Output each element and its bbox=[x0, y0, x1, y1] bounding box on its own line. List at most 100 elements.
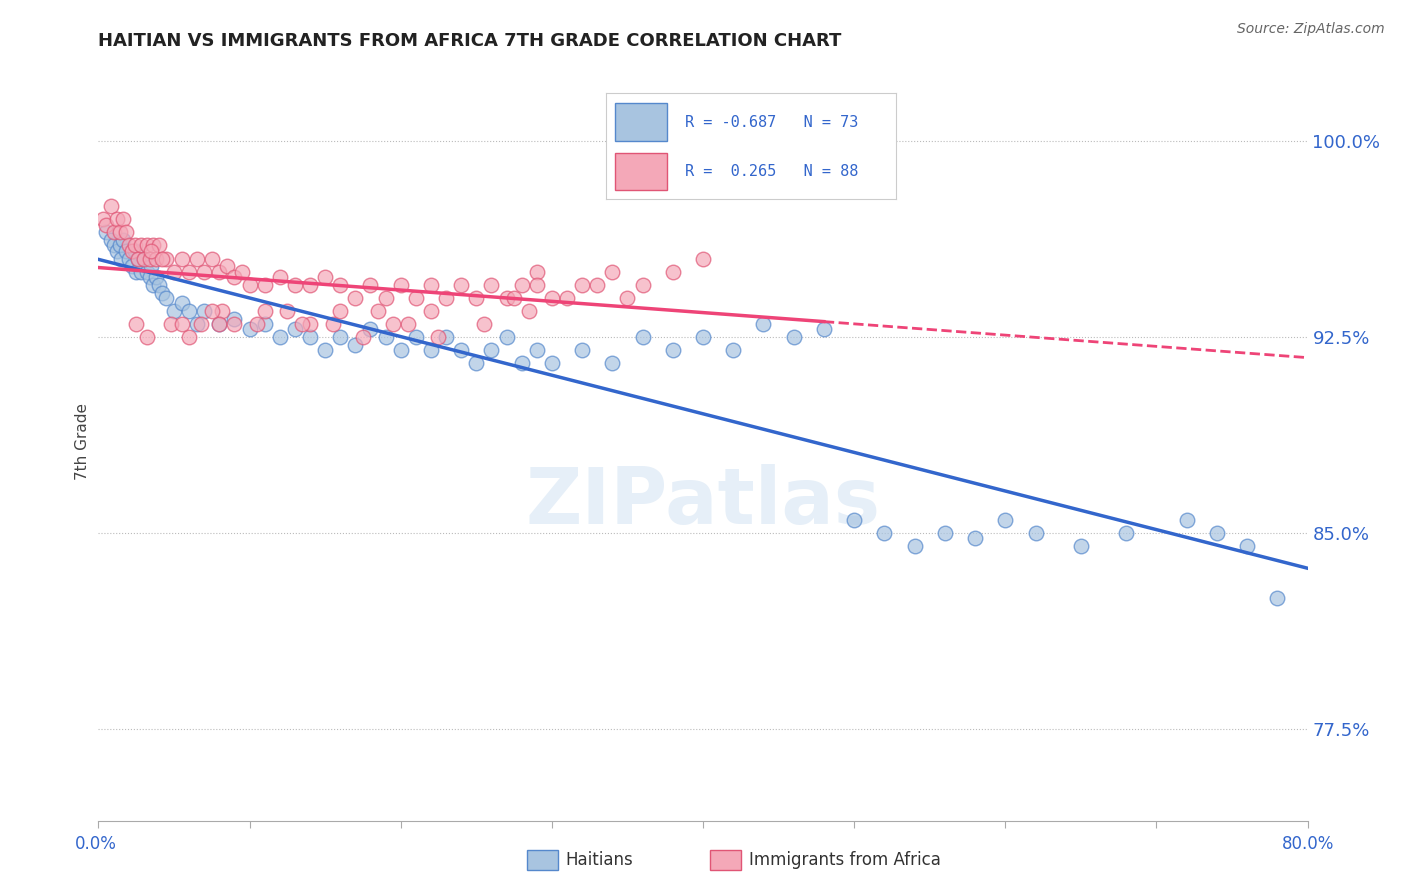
Point bbox=[253, 303, 276, 318]
Point bbox=[571, 277, 593, 292]
Point bbox=[100, 199, 122, 213]
Point bbox=[211, 303, 233, 318]
Point bbox=[253, 277, 276, 292]
Point bbox=[1115, 526, 1137, 541]
Point bbox=[215, 260, 238, 274]
Point bbox=[148, 238, 170, 252]
Point bbox=[396, 317, 419, 331]
Text: ZIPatlas: ZIPatlas bbox=[526, 464, 880, 541]
Point bbox=[314, 343, 336, 357]
Point bbox=[873, 526, 896, 541]
Point bbox=[427, 330, 450, 344]
Point bbox=[692, 252, 714, 266]
Y-axis label: 7th Grade: 7th Grade bbox=[75, 403, 90, 480]
Point bbox=[420, 277, 443, 292]
Point bbox=[405, 291, 427, 305]
Point bbox=[110, 252, 132, 266]
Point bbox=[253, 317, 276, 331]
Point bbox=[132, 252, 155, 266]
Point bbox=[434, 291, 457, 305]
Point bbox=[141, 260, 163, 274]
Point bbox=[510, 277, 533, 292]
Point bbox=[111, 212, 134, 227]
Point bbox=[495, 330, 517, 344]
Point bbox=[170, 317, 193, 331]
Point bbox=[103, 238, 125, 252]
Point bbox=[374, 291, 396, 305]
Point bbox=[631, 277, 654, 292]
Point bbox=[127, 252, 149, 266]
Point bbox=[139, 252, 162, 266]
Point bbox=[329, 303, 352, 318]
Point bbox=[299, 277, 322, 292]
Point bbox=[139, 269, 162, 284]
Point bbox=[193, 264, 215, 278]
Point bbox=[450, 343, 472, 357]
Point bbox=[1024, 526, 1046, 541]
Point bbox=[813, 322, 835, 336]
Point bbox=[114, 244, 136, 258]
Point bbox=[224, 269, 246, 284]
Point bbox=[783, 330, 806, 344]
Point bbox=[299, 317, 322, 331]
Point bbox=[170, 252, 193, 266]
Point bbox=[208, 264, 231, 278]
Point bbox=[510, 356, 533, 370]
Point bbox=[124, 244, 146, 258]
Point bbox=[374, 330, 396, 344]
Point bbox=[163, 264, 186, 278]
Point bbox=[121, 244, 143, 258]
Point bbox=[360, 322, 382, 336]
Point bbox=[434, 330, 457, 344]
Point bbox=[934, 526, 956, 541]
Point bbox=[135, 238, 157, 252]
Point bbox=[450, 277, 472, 292]
Point bbox=[121, 260, 143, 274]
Point bbox=[299, 330, 322, 344]
Point bbox=[352, 330, 374, 344]
Point bbox=[465, 291, 488, 305]
Point bbox=[420, 303, 443, 318]
Point bbox=[127, 252, 149, 266]
Point bbox=[1267, 591, 1289, 606]
Text: 80.0%: 80.0% bbox=[1281, 835, 1334, 853]
Point bbox=[367, 303, 389, 318]
Point bbox=[100, 233, 122, 247]
Point bbox=[420, 343, 443, 357]
Point bbox=[111, 233, 134, 247]
Point bbox=[125, 264, 148, 278]
Point bbox=[132, 252, 155, 266]
Text: Immigrants from Africa: Immigrants from Africa bbox=[749, 851, 941, 869]
Point bbox=[269, 330, 291, 344]
Point bbox=[692, 330, 714, 344]
Point bbox=[186, 317, 208, 331]
Point bbox=[94, 226, 117, 240]
Point bbox=[170, 296, 193, 310]
Point bbox=[129, 264, 152, 278]
Point bbox=[540, 291, 562, 305]
Point bbox=[179, 303, 201, 318]
Text: Source: ZipAtlas.com: Source: ZipAtlas.com bbox=[1237, 22, 1385, 37]
Point bbox=[389, 277, 412, 292]
Point bbox=[150, 285, 173, 300]
Point bbox=[269, 269, 291, 284]
Point bbox=[145, 269, 167, 284]
Point bbox=[503, 291, 526, 305]
Point bbox=[105, 212, 128, 227]
Point bbox=[163, 303, 186, 318]
Point bbox=[142, 238, 165, 252]
Point bbox=[124, 238, 146, 252]
Point bbox=[1070, 539, 1092, 553]
Text: HAITIAN VS IMMIGRANTS FROM AFRICA 7TH GRADE CORRELATION CHART: HAITIAN VS IMMIGRANTS FROM AFRICA 7TH GR… bbox=[98, 32, 842, 50]
Point bbox=[472, 317, 495, 331]
Point bbox=[284, 277, 307, 292]
Point bbox=[389, 343, 412, 357]
Point bbox=[201, 303, 224, 318]
Point bbox=[526, 343, 548, 357]
Point bbox=[322, 317, 344, 331]
Point bbox=[208, 317, 231, 331]
Point bbox=[208, 317, 231, 331]
Point bbox=[481, 277, 503, 292]
Point bbox=[103, 226, 125, 240]
Text: 0.0%: 0.0% bbox=[75, 835, 117, 853]
